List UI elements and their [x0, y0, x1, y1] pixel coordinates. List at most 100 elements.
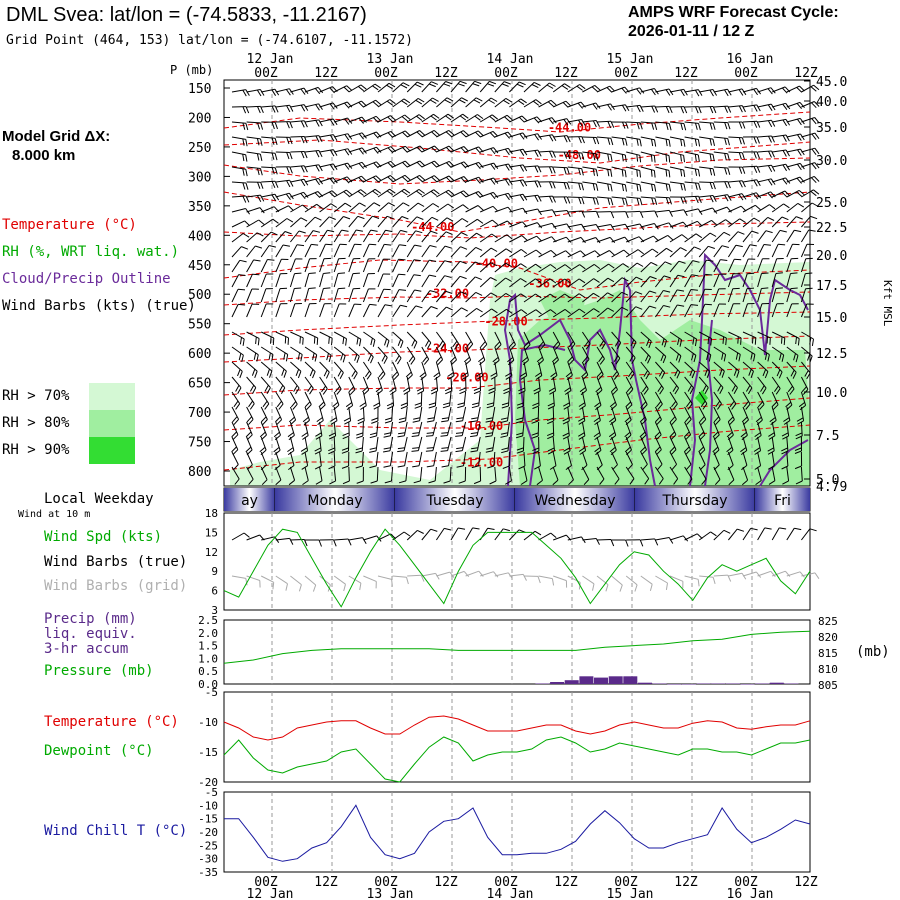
upper-wind-barb-flag: [814, 117, 820, 124]
upper-wind-barb-flag: [358, 163, 364, 170]
upper-wind-barb-flag: [567, 356, 573, 363]
upper-wind-barb-flag: [740, 450, 748, 456]
upper-wind-barb: [246, 166, 261, 169]
upper-wind-barb: [261, 193, 276, 198]
upper-wind-barb: [567, 466, 574, 481]
upper-wind-barb-flag: [713, 416, 720, 423]
upper-wind-barb-flag: [668, 139, 671, 147]
upper-wind-barb: [435, 331, 446, 344]
upper-wind-barb: [800, 258, 807, 273]
upper-wind-barb: [757, 391, 765, 405]
upper-wind-barb: [654, 451, 663, 465]
top-time-tick: 00Z: [614, 66, 638, 81]
upper-wind-barb-flag: [650, 169, 653, 177]
upper-wind-barb-flag: [674, 387, 680, 395]
upper-wind-barb: [509, 221, 523, 228]
upper-wind-barb-flag: [262, 419, 268, 426]
upper-wind-barb-flag: [475, 276, 482, 281]
temperature-tick-label: -15: [198, 746, 218, 759]
upper-wind-barb-flag: [755, 416, 762, 423]
upper-wind-barb-flag: [329, 149, 335, 157]
upper-wind-barb-flag: [395, 355, 400, 362]
upper-wind-barb-flag: [501, 83, 509, 87]
sfc-wind-barb-grid: [669, 575, 684, 582]
upper-wind-barb-flag: [233, 400, 239, 408]
upper-wind-barb: [421, 346, 430, 360]
upper-wind-barb: [392, 305, 401, 318]
upper-wind-barb-flag: [312, 352, 315, 361]
upper-wind-barb: [552, 308, 566, 318]
upper-wind-barb: [552, 406, 555, 422]
upper-wind-barb: [275, 205, 289, 213]
sfc-wind-barb-grid-flag: [245, 578, 248, 586]
upper-wind-barb: [406, 259, 415, 273]
sfc-wind-barb-true-flag: [668, 537, 674, 544]
upper-wind-barb-flag: [622, 263, 629, 268]
upper-wind-barb-flag: [607, 277, 615, 283]
upper-wind-barb-flag: [245, 139, 248, 147]
upper-wind-barb: [538, 451, 541, 466]
upper-wind-barb: [450, 80, 461, 93]
upper-wind-barb-flag: [397, 339, 402, 346]
upper-wind-barb-flag: [264, 385, 269, 392]
upper-wind-barb: [494, 234, 508, 243]
upper-wind-barb-flag: [578, 435, 586, 440]
upper-wind-barb-flag: [639, 211, 644, 219]
upper-wind-barb: [742, 87, 757, 93]
upper-wind-barb: [728, 105, 743, 108]
upper-wind-barb-flag: [423, 358, 430, 365]
upper-wind-barb: [246, 376, 257, 388]
upper-wind-barb-flag: [385, 417, 393, 421]
upper-wind-barb-flag: [565, 250, 572, 256]
cloud-outline-2: [689, 252, 809, 487]
upper-wind-barb-flag: [625, 211, 629, 219]
upper-wind-barb-flag: [356, 435, 363, 439]
sfc-wind-barb-grid: [772, 570, 786, 577]
legend-local-weekday: Local Weekday: [44, 491, 154, 507]
upper-wind-barb-flag: [650, 154, 653, 162]
upper-wind-barb-flag: [781, 465, 789, 470]
upper-wind-barb-flag: [285, 354, 289, 362]
upper-wind-barb-flag: [656, 449, 662, 456]
upper-wind-barb: [377, 273, 384, 288]
upper-wind-barb-flag: [566, 151, 571, 159]
upper-wind-barb-flag: [651, 184, 654, 192]
sfc-wind-barb-grid-flag: [537, 576, 541, 584]
upper-wind-barb-flag: [750, 352, 753, 360]
upper-wind-barb: [596, 166, 611, 171]
upper-wind-barb: [479, 219, 493, 228]
upper-wind-barb: [655, 181, 670, 185]
upper-wind-barb: [727, 466, 735, 481]
upper-wind-barb-flag: [286, 137, 290, 145]
upper-wind-barb-flag: [451, 359, 457, 366]
upper-wind-barb-flag: [270, 231, 278, 236]
upper-wind-barb-flag: [700, 419, 707, 425]
upper-wind-barb-flag: [516, 83, 524, 88]
upper-wind-barb-flag: [295, 369, 300, 376]
upper-wind-barb-flag: [414, 244, 422, 247]
upper-wind-barb: [479, 361, 484, 376]
upper-wind-barb: [699, 207, 713, 213]
upper-wind-barb-flag: [246, 434, 253, 441]
upper-wind-barb: [742, 421, 748, 436]
upper-wind-barb-flag: [811, 148, 817, 155]
upper-wind-barb: [420, 391, 423, 407]
upper-wind-barb-flag: [782, 164, 788, 172]
upper-wind-barb-flag: [490, 163, 496, 170]
upper-wind-barb-flag: [447, 203, 454, 209]
upper-wind-barb-flag: [668, 123, 672, 131]
upper-wind-barb-flag: [725, 219, 732, 225]
upper-wind-barb-flag: [735, 244, 743, 248]
upper-wind-barb: [304, 406, 310, 421]
upper-wind-barb-flag: [709, 138, 712, 146]
upper-wind-barb: [509, 293, 521, 303]
sfc-wind-barb-true-flag: [472, 527, 480, 530]
upper-wind-barb: [611, 166, 626, 171]
upper-wind-barb: [552, 376, 557, 391]
upper-wind-barb: [436, 175, 450, 183]
weekday-label: Fri: [774, 493, 791, 509]
temperature-contour-4: [223, 221, 811, 239]
upper-wind-barb: [363, 99, 376, 108]
upper-wind-barb-flag: [328, 450, 336, 455]
upper-wind-barb-flag: [504, 193, 510, 201]
